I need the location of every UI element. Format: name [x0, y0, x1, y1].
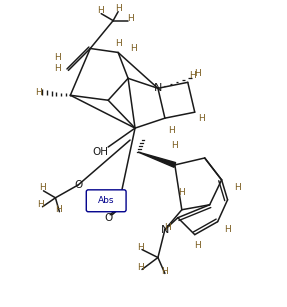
- Text: H: H: [130, 44, 136, 53]
- Text: H: H: [55, 205, 62, 214]
- Text: H: H: [224, 225, 231, 234]
- Text: H: H: [179, 188, 185, 197]
- FancyBboxPatch shape: [86, 190, 126, 212]
- Text: H: H: [194, 241, 201, 250]
- Text: O: O: [104, 213, 112, 223]
- Text: N: N: [154, 83, 162, 93]
- Text: H: H: [37, 200, 44, 209]
- Text: N: N: [161, 225, 169, 235]
- Text: H: H: [35, 88, 42, 97]
- Text: Abs: Abs: [98, 196, 115, 205]
- Text: H: H: [164, 223, 171, 232]
- Text: H: H: [97, 6, 104, 15]
- Text: H: H: [234, 183, 241, 192]
- Text: H: H: [54, 64, 61, 73]
- Text: O: O: [74, 180, 82, 190]
- Text: H: H: [127, 14, 133, 23]
- Text: H: H: [162, 267, 168, 276]
- Text: H: H: [39, 183, 46, 192]
- Text: OH: OH: [92, 147, 108, 157]
- Text: H: H: [115, 39, 121, 48]
- Text: H: H: [137, 263, 144, 272]
- Polygon shape: [138, 152, 176, 167]
- Text: H: H: [54, 53, 61, 62]
- Text: H: H: [137, 243, 144, 252]
- Text: H: H: [189, 71, 196, 80]
- Text: H: H: [115, 4, 121, 13]
- Text: H: H: [194, 69, 201, 78]
- Text: H: H: [198, 114, 205, 123]
- Text: H: H: [168, 126, 175, 134]
- Text: H: H: [171, 141, 178, 150]
